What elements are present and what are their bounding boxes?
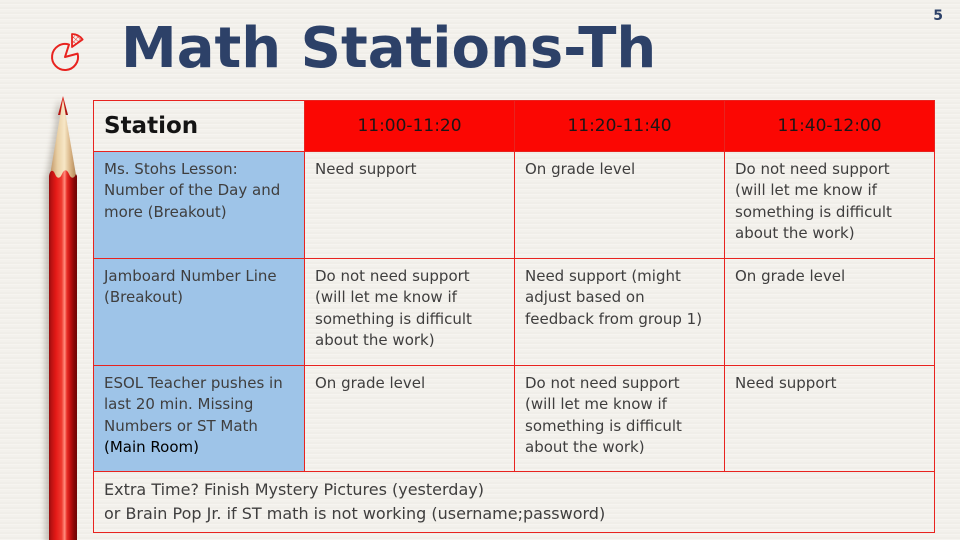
time-column-header-3: 11:40-12:00 — [724, 100, 935, 152]
schedule-table: Station 11:00-11:20 11:20-11:40 11:40-12… — [93, 100, 935, 533]
extra-time-row: Extra Time? Finish Mystery Pictures (yes… — [93, 471, 935, 533]
table-row-2: Jamboard Number Line (Breakout) Do not n… — [93, 258, 935, 366]
table-row-1: Ms. Stohs Lesson: Number of the Day and … — [93, 151, 935, 259]
station-text: Jamboard Number Line (Breakout) — [104, 267, 277, 307]
pencil-body — [49, 170, 77, 540]
station-emphasis-text: (Main Room) — [104, 437, 199, 456]
schedule-cell-3-1: On grade level — [304, 365, 515, 472]
slide-title: Math Stations-Th — [121, 16, 657, 81]
schedule-cell-3-2: Do not need support (will let me know if… — [514, 365, 725, 472]
station-text: ESOL Teacher pushes in last 20 min. Miss… — [104, 374, 283, 435]
schedule-cell-1-3: Do not need support (will let me know if… — [724, 151, 935, 259]
schedule-cell-2-1: Do not need support (will let me know if… — [304, 258, 515, 366]
table-header-row: Station 11:00-11:20 11:20-11:40 11:40-12… — [93, 100, 935, 152]
schedule-cell-1-2: On grade level — [514, 151, 725, 259]
time-column-header-1: 11:00-11:20 — [304, 100, 515, 152]
red-pencil-graphic — [49, 96, 77, 540]
station-column-header: Station — [93, 100, 305, 152]
station-text: Ms. Stohs Lesson: Number of the Day and … — [104, 160, 281, 221]
time-column-header-2: 11:20-11:40 — [514, 100, 725, 152]
station-cell-1: Ms. Stohs Lesson: Number of the Day and … — [93, 151, 305, 259]
extra-time-line-1: Extra Time? Finish Mystery Pictures (yes… — [104, 480, 484, 499]
extra-time-line-2: or Brain Pop Jr. if ST math is not worki… — [104, 504, 606, 523]
schedule-cell-2-2: Need support (might adjust based on feed… — [514, 258, 725, 366]
schedule-cell-3-3: Need support — [724, 365, 935, 472]
schedule-cell-2-3: On grade level — [724, 258, 935, 366]
station-cell-2: Jamboard Number Line (Breakout) — [93, 258, 305, 366]
table-row-3: ESOL Teacher pushes in last 20 min. Miss… — [93, 365, 935, 472]
station-cell-3: ESOL Teacher pushes in last 20 min. Miss… — [93, 365, 305, 472]
page-number: 5 — [933, 8, 943, 24]
schedule-cell-1-1: Need support — [304, 151, 515, 259]
extra-time-note: Extra Time? Finish Mystery Pictures (yes… — [93, 471, 935, 533]
pie-chart-icon — [51, 33, 84, 71]
pencil-wood — [49, 99, 77, 181]
